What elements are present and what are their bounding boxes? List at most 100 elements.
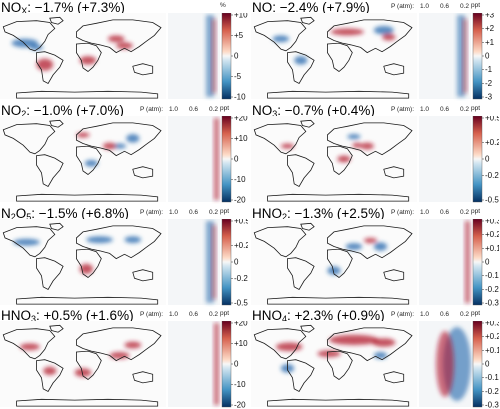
colorbar-unit: ppt [471, 2, 480, 9]
colorbar-tick-label: -10 [234, 93, 246, 102]
zonal-profile [168, 13, 220, 99]
colorbar-unit: ppt [220, 105, 229, 112]
colorbar-tick-label: +0.2 [234, 241, 248, 250]
colorbar-tick-label: 0 [234, 155, 239, 164]
pressure-tick-label: 1.0 [420, 209, 429, 216]
colorbar-tick-label: -10 [234, 175, 246, 184]
colorbar-tick-label: -0.2 [485, 387, 499, 396]
colorbar-tick-label: 0 [485, 155, 490, 164]
pressure-tick-label: 1.0 [169, 311, 178, 318]
pressure-axis-label: P (atm): [140, 209, 163, 216]
anomaly-region [37, 59, 54, 71]
colorbar-tick-label: +0.3 [485, 321, 499, 328]
map [251, 13, 417, 99]
colorbar-tick-label: +0.1 [485, 244, 499, 253]
anomaly-region [374, 26, 394, 35]
colorbar-tick-label: +0.3 [485, 219, 499, 226]
anomaly-region [103, 143, 116, 150]
colorbar-tick-label: +0.2 [485, 138, 499, 147]
colorbar [222, 219, 231, 305]
colorbar-tick-label: +0.1 [485, 346, 499, 355]
colorbar-tick-label: +20 [234, 321, 248, 328]
colorbar [473, 13, 482, 99]
colorbar-tick-label: +0.2 [485, 332, 499, 341]
anomaly-region [108, 35, 125, 42]
anomaly-region [20, 343, 40, 350]
panel-plot: +0.3+0.2+0.10-0.1-0.2-0.3 [251, 321, 499, 409]
colorbar-tick-label: 0 [234, 258, 239, 267]
pressure-tick-label: 0.2 [460, 3, 469, 10]
pressure-tick-label: 0.6 [440, 106, 449, 113]
anomaly-region [382, 34, 395, 41]
zonal-profile [419, 13, 471, 99]
colorbar-tick-label: +0.5 [485, 116, 499, 123]
pressure-tick-label: 0.6 [440, 3, 449, 10]
anomaly-region [346, 243, 363, 250]
colorbar-tick-label: -0.5 [234, 299, 248, 308]
anomaly-region [86, 236, 113, 243]
anomaly-region [294, 56, 307, 65]
anomaly-region [361, 143, 374, 150]
colorbar-tick-label: -5 [234, 72, 242, 81]
pressure-axis-label: P (atm): [140, 311, 163, 318]
colorbar-tick-label: -0.3 [485, 299, 499, 308]
pressure-tick-label: 0.6 [189, 311, 198, 318]
anomaly-region [125, 342, 142, 349]
pressure-tick-label: 0.2 [460, 209, 469, 216]
colorbar-tick-label: -0.1 [485, 271, 499, 280]
panel-plot: +20+100-10-20 [0, 321, 248, 409]
map [251, 219, 417, 305]
panel-plot: +0.5+0.20-0.2-0.5 [0, 219, 248, 307]
map [0, 116, 166, 202]
colorbar-tick-label: +2 [485, 24, 495, 33]
zonal-profile [168, 219, 220, 305]
colorbar-tick-label: 0 [234, 52, 239, 61]
pressure-tick-label: 0.2 [460, 106, 469, 113]
colorbar-tick-label: +10 [234, 339, 248, 348]
map [0, 219, 166, 305]
anomaly-region [364, 238, 377, 243]
anomaly-region [273, 35, 290, 42]
colorbar-tick-label: -20 [234, 196, 246, 205]
zonal-profile [168, 116, 220, 202]
colorbar-tick-label: -2 [485, 79, 493, 88]
anomaly-region [347, 134, 360, 139]
colorbar-tick-label: -0.3 [485, 401, 499, 409]
colorbar-tick-label: +0.5 [234, 219, 248, 226]
pressure-axis-label: P (atm): [391, 209, 414, 216]
zonal-profile [419, 219, 471, 305]
zonal-profile [419, 321, 471, 407]
panel-plot: +0.5+0.20-0.2-0.5 [251, 116, 499, 204]
pressure-tick-label: 1.0 [420, 311, 429, 318]
colorbar [222, 321, 231, 407]
colorbar-tick-label: -0.1 [485, 373, 499, 382]
colorbar-unit: ppt [220, 310, 229, 317]
colorbar-tick-label: +10 [234, 134, 248, 143]
anomaly-region [331, 28, 364, 35]
zonal-profile [168, 321, 220, 407]
colorbar-tick-label: 0 [485, 258, 490, 267]
pressure-tick-label: 1.0 [420, 3, 429, 10]
colorbar-unit: ppt [471, 208, 480, 215]
pressure-tick-label: 0.6 [189, 106, 198, 113]
colorbar-tick-label: -1 [485, 65, 493, 74]
colorbar [222, 116, 231, 202]
colorbar [473, 321, 482, 407]
anomaly-region [352, 143, 362, 148]
pressure-axis-label: P (atm): [140, 106, 163, 113]
colorbar-tick-label: -3 [485, 93, 493, 102]
colorbar-tick-label: 0 [234, 360, 239, 369]
